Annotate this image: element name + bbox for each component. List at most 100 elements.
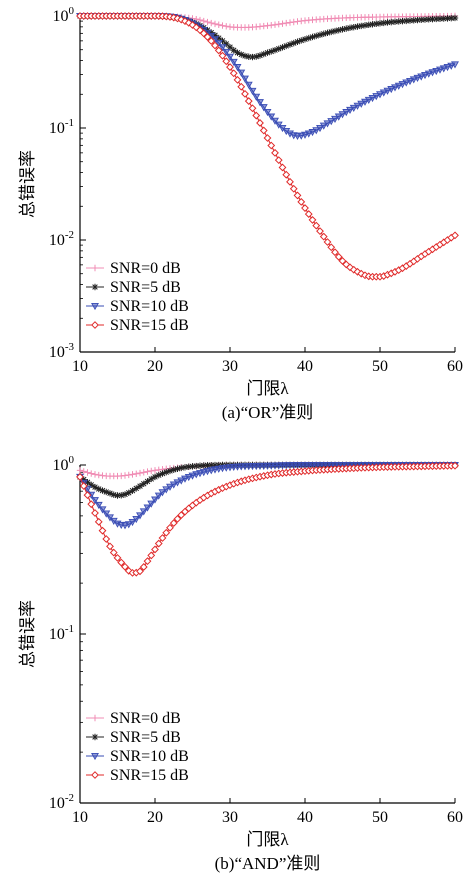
data-point-marker	[218, 44, 227, 52]
data-point-marker	[256, 52, 264, 59]
data-point-marker	[387, 86, 396, 94]
legend-label: SNR=15 dB	[110, 317, 189, 334]
legend-marker	[91, 302, 99, 311]
data-point-marker	[301, 36, 309, 43]
data-point-marker	[274, 121, 283, 129]
data-point-marker	[211, 461, 219, 469]
data-point-marker	[350, 23, 357, 31]
data-point-marker	[211, 32, 219, 39]
data-point-marker	[98, 506, 107, 514]
data-point-marker	[91, 497, 99, 505]
data-point-marker	[241, 89, 249, 98]
data-point-marker	[241, 75, 249, 83]
data-point-marker	[233, 64, 242, 72]
series-snr-0-db	[76, 12, 459, 31]
legend-item: SNR=0 dB	[86, 260, 181, 277]
data-point-marker	[353, 102, 362, 110]
data-point-marker	[353, 267, 362, 276]
data-point-marker	[244, 81, 253, 89]
legend-label: SNR=10 dB	[110, 298, 189, 315]
data-point-marker	[91, 471, 99, 478]
data-point-marker	[256, 119, 264, 127]
data-point-marker	[316, 125, 324, 133]
data-point-marker	[305, 34, 312, 42]
x-tick-label: 20	[147, 358, 163, 375]
data-point-marker	[84, 469, 91, 476]
data-point-marker	[308, 129, 317, 137]
data-point-marker	[99, 487, 106, 494]
data-point-marker	[121, 472, 129, 479]
data-point-marker	[147, 500, 156, 508]
data-point-marker	[162, 486, 171, 494]
data-point-marker	[229, 69, 238, 78]
data-point-marker	[174, 465, 181, 472]
data-point-marker	[346, 24, 354, 32]
x-tick-label: 40	[297, 809, 313, 826]
panel-caption: (b)“AND”准则	[215, 854, 321, 873]
data-point-marker	[413, 74, 422, 83]
legend-label: SNR=0 dB	[110, 260, 181, 277]
data-point-marker	[278, 163, 287, 172]
data-point-marker	[117, 558, 126, 567]
data-point-marker	[98, 526, 107, 535]
data-point-marker	[200, 17, 207, 25]
x-tick-label: 50	[372, 358, 388, 375]
data-point-marker	[358, 22, 365, 30]
data-point-marker	[121, 491, 129, 498]
data-point-marker	[282, 170, 291, 179]
data-point-marker	[286, 19, 294, 26]
data-point-marker	[79, 482, 88, 490]
x-tick-label: 10	[72, 358, 88, 375]
data-point-marker	[410, 17, 417, 24]
data-point-marker	[334, 113, 343, 121]
data-point-marker	[319, 232, 328, 241]
data-point-marker	[346, 106, 354, 115]
legend-item: SNR=0 dB	[86, 710, 181, 727]
data-point-marker	[143, 557, 152, 566]
data-point-marker	[230, 47, 237, 54]
data-point-marker	[440, 15, 447, 22]
data-point-marker	[323, 120, 332, 128]
y-axis-label: 总错误率	[18, 150, 37, 218]
legend-marker	[91, 752, 99, 761]
data-point-marker	[136, 567, 144, 576]
data-point-marker	[214, 40, 223, 48]
data-point-marker	[129, 487, 136, 494]
data-point-marker	[178, 464, 185, 472]
data-point-marker	[94, 501, 103, 510]
y-tick-label: 10-3	[49, 341, 75, 361]
data-point-marker	[301, 204, 309, 212]
data-point-marker	[144, 468, 151, 475]
data-point-marker	[226, 63, 234, 71]
x-tick-label: 50	[372, 809, 388, 826]
x-tick-label: 40	[297, 358, 313, 375]
legend-label: SNR=10 dB	[110, 748, 189, 765]
data-point-marker	[342, 109, 351, 117]
data-point-marker	[245, 53, 252, 60]
data-point-marker	[391, 84, 399, 92]
x-tick-label: 10	[72, 809, 88, 826]
data-point-marker	[252, 93, 261, 101]
data-point-marker	[200, 462, 207, 469]
data-point-marker	[260, 50, 267, 58]
data-point-marker	[136, 469, 144, 477]
data-point-marker	[312, 127, 321, 135]
data-point-marker	[365, 21, 372, 29]
data-point-marker	[118, 492, 125, 499]
data-point-marker	[219, 22, 226, 29]
data-point-marker	[173, 514, 182, 523]
data-point-marker	[429, 15, 436, 23]
data-point-marker	[256, 99, 264, 107]
data-point-marker	[106, 514, 114, 522]
x-axis-label: 门限λ	[246, 830, 289, 849]
data-point-marker	[402, 79, 411, 87]
data-point-marker	[418, 16, 425, 23]
data-point-marker	[328, 28, 335, 36]
data-point-marker	[361, 22, 369, 29]
data-point-marker	[229, 58, 238, 66]
data-point-marker	[294, 38, 301, 45]
data-point-marker	[121, 562, 129, 571]
data-point-marker	[226, 53, 234, 61]
data-point-marker	[128, 518, 137, 527]
data-point-marker	[339, 26, 346, 33]
